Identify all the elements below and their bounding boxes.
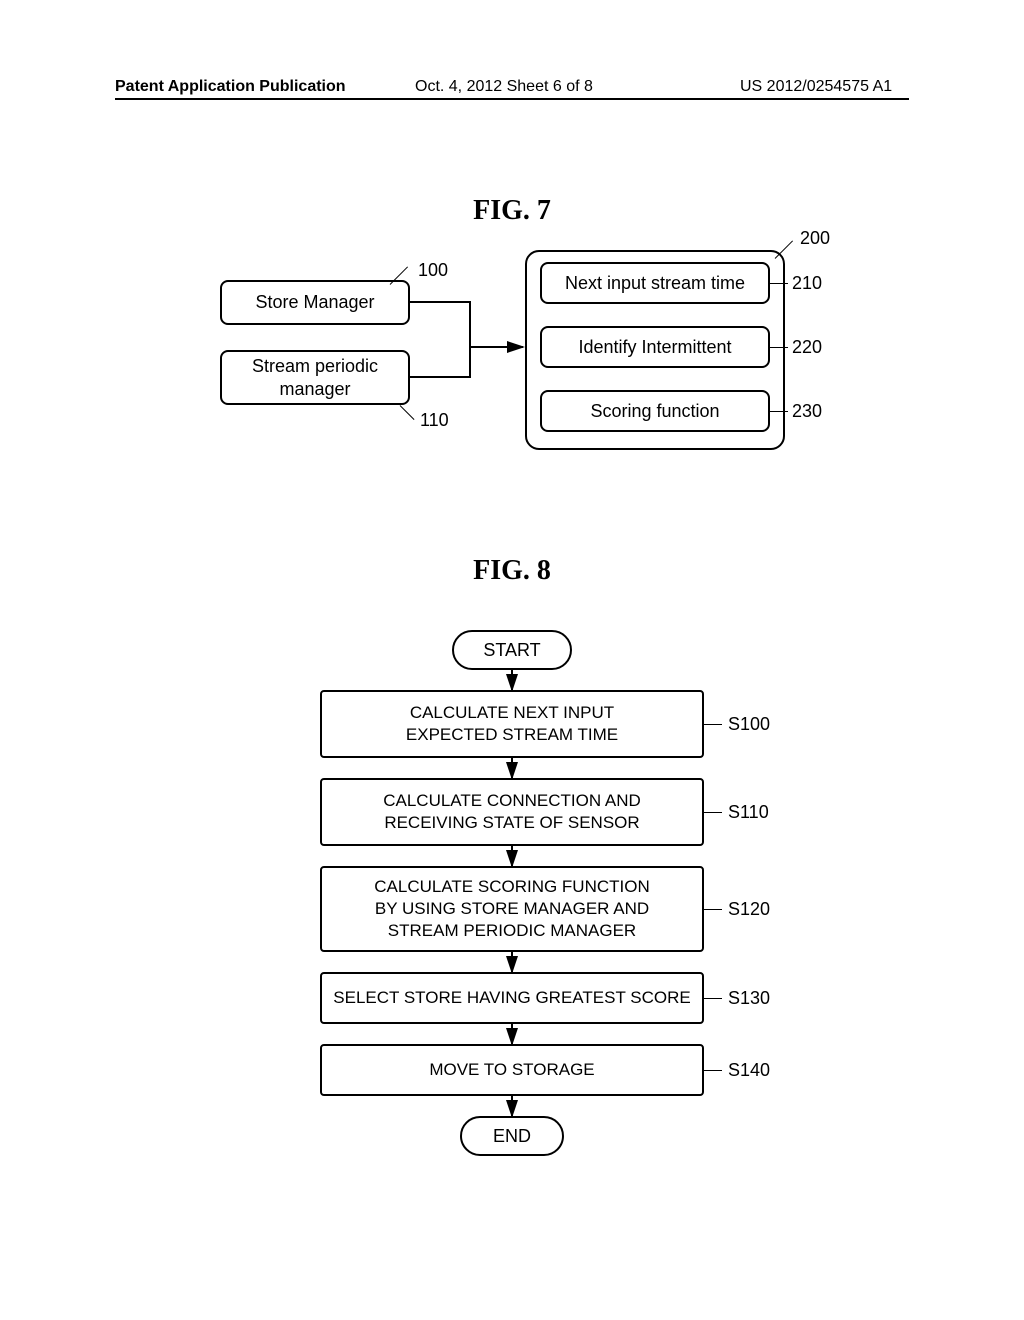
fig8-end-label: END [493, 1126, 531, 1147]
fig8-step-s130-label: SELECT STORE HAVING GREATEST SCORE [333, 987, 690, 1009]
dash-s140 [704, 1070, 722, 1071]
fig7-title: FIG. 7 [0, 195, 1024, 227]
fig8-step-s120-label: CALCULATE SCORING FUNCTION BY USING STOR… [374, 876, 650, 942]
fig8-end: END [460, 1116, 564, 1156]
dash-s120 [704, 909, 722, 910]
fig8-step-s120: CALCULATE SCORING FUNCTION BY USING STOR… [320, 866, 704, 952]
header-left: Patent Application Publication [115, 78, 346, 96]
header-rule [115, 98, 909, 100]
ref-s110: S110 [728, 802, 769, 823]
fig8-flowchart: START CALCULATE NEXT INPUT EXPECTED STRE… [0, 600, 1024, 1260]
fig8-start-label: START [483, 640, 540, 661]
fig8-start: START [452, 630, 572, 670]
fig8-step-s130: SELECT STORE HAVING GREATEST SCORE [320, 972, 704, 1024]
fig7-connectors [0, 240, 1024, 500]
fig8-title: FIG. 8 [0, 555, 1024, 587]
fig8-step-s110: CALCULATE CONNECTION AND RECEIVING STATE… [320, 778, 704, 846]
header-mid: Oct. 4, 2012 Sheet 6 of 8 [415, 78, 593, 96]
ref-s100: S100 [728, 714, 770, 735]
header-right: US 2012/0254575 A1 [740, 78, 892, 96]
fig8-step-s140: MOVE TO STORAGE [320, 1044, 704, 1096]
fig8-step-s100-label: CALCULATE NEXT INPUT EXPECTED STREAM TIM… [406, 702, 618, 746]
ref-s130: S130 [728, 988, 770, 1009]
dash-s100 [704, 724, 722, 725]
fig8-step-s140-label: MOVE TO STORAGE [429, 1059, 594, 1081]
fig8-step-s110-label: CALCULATE CONNECTION AND RECEIVING STATE… [383, 790, 641, 834]
ref-s140: S140 [728, 1060, 770, 1081]
dash-s130 [704, 998, 722, 999]
fig8-step-s100: CALCULATE NEXT INPUT EXPECTED STREAM TIM… [320, 690, 704, 758]
ref-s120: S120 [728, 899, 770, 920]
fig7-diagram: 200 Store Manager 100 Stream periodic ma… [0, 240, 1024, 500]
dash-s110 [704, 812, 722, 813]
page: Patent Application Publication Oct. 4, 2… [0, 0, 1024, 1320]
